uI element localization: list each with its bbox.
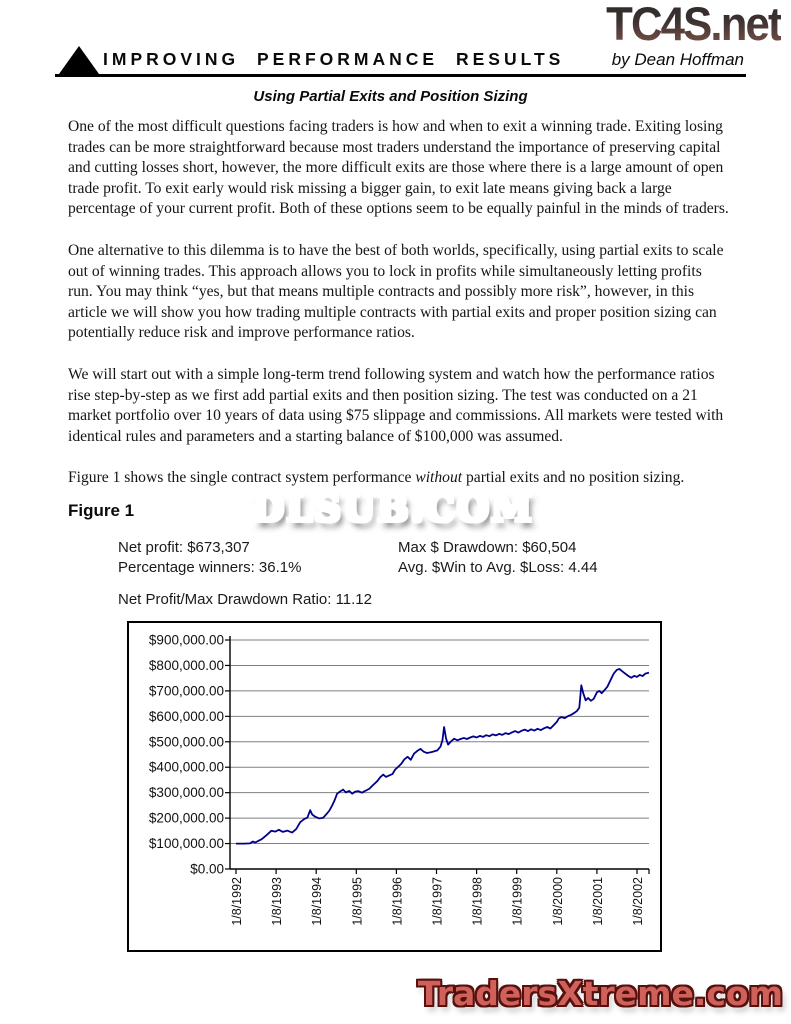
x-axis-label: 1/8/1995 — [350, 877, 364, 926]
y-axis-label: $400,000.00 — [149, 760, 224, 775]
equity-line — [236, 668, 650, 845]
x-axis-label: 1/8/2000 — [551, 877, 565, 926]
y-axis-label: $500,000.00 — [149, 734, 224, 749]
equity-curve-svg: $0.00 $100,000.00 $200,000.00 $300,000.00 $4… — [149, 633, 650, 926]
x-axis-label: 1/8/1999 — [511, 877, 525, 926]
figure-label: Figure 1 — [68, 501, 135, 520]
article-title: IMPROVING PERFORMANCE RESULTS — [103, 49, 565, 69]
paragraph-2: One alternative to this dilemma is to ha… — [68, 241, 724, 342]
x-axis-label: 1/8/1993 — [270, 877, 284, 926]
x-axis-label: 1/8/1998 — [471, 877, 485, 926]
article-body: One of the most difficult questions faci… — [68, 117, 730, 510]
x-axis-label: 1/8/2001 — [591, 877, 605, 926]
paragraph-3: We will start out with a simple long-ter… — [68, 365, 724, 445]
x-axis-label: 1/8/1992 — [230, 877, 244, 926]
byline: by Dean Hoffman — [611, 50, 744, 69]
y-axis-label: $0.00 — [190, 862, 224, 877]
dlsub-watermark: DLSUB.COM — [252, 486, 534, 530]
paragraph-1: One of the most difficult questions faci… — [68, 118, 729, 218]
figure-reference-emphasis: without — [415, 469, 463, 487]
x-axis-label: 1/8/1997 — [431, 877, 445, 926]
stat-percentage-winners: Percentage winners: 36.1% — [118, 559, 302, 576]
x-axis-label: 1/8/1996 — [390, 877, 404, 926]
equity-chart: $0.00 $100,000.00 $200,000.00 $300,000.00 $4… — [127, 621, 662, 952]
y-axis-label: $900,000.00 — [149, 633, 224, 648]
y-axis-label: $100,000.00 — [149, 836, 224, 851]
stat-max-drawdown: Max $ Drawdown: $60,504 — [398, 539, 577, 556]
tc4s-logo: TC4S.net — [606, 0, 782, 51]
y-axis-label: $200,000.00 — [149, 811, 224, 826]
y-axis-label: $300,000.00 — [149, 785, 224, 800]
article-subtitle: Using Partial Exits and Position Sizing — [253, 88, 528, 105]
tradersxtreme-watermark: TradersXtreme.com — [417, 974, 783, 1013]
x-axis-label: 1/8/1994 — [310, 877, 324, 926]
triangle-bullet-icon — [59, 46, 99, 74]
y-axis-label: $800,000.00 — [149, 658, 224, 673]
stat-avg-win-loss: Avg. $Win to Avg. $Loss: 4.44 — [398, 559, 598, 576]
stat-profit-drawdown-ratio: Net Profit/Max Drawdown Ratio: 11.12 — [118, 591, 372, 608]
y-axis-label: $700,000.00 — [149, 683, 224, 698]
figure-reference-suffix: partial exits and no position sizing. — [462, 469, 685, 487]
stat-net-profit: Net profit: $673,307 — [118, 539, 250, 556]
y-axis-label: $600,000.00 — [149, 709, 224, 724]
article-header: IMPROVING PERFORMANCE RESULTS by Dean Ho… — [55, 40, 746, 77]
x-axis-label: 1/8/2002 — [631, 877, 645, 926]
figure-reference: Figure 1 shows the single contract syste… — [68, 468, 730, 489]
figure-reference-prefix: Figure 1 shows the single contract syste… — [68, 469, 416, 487]
